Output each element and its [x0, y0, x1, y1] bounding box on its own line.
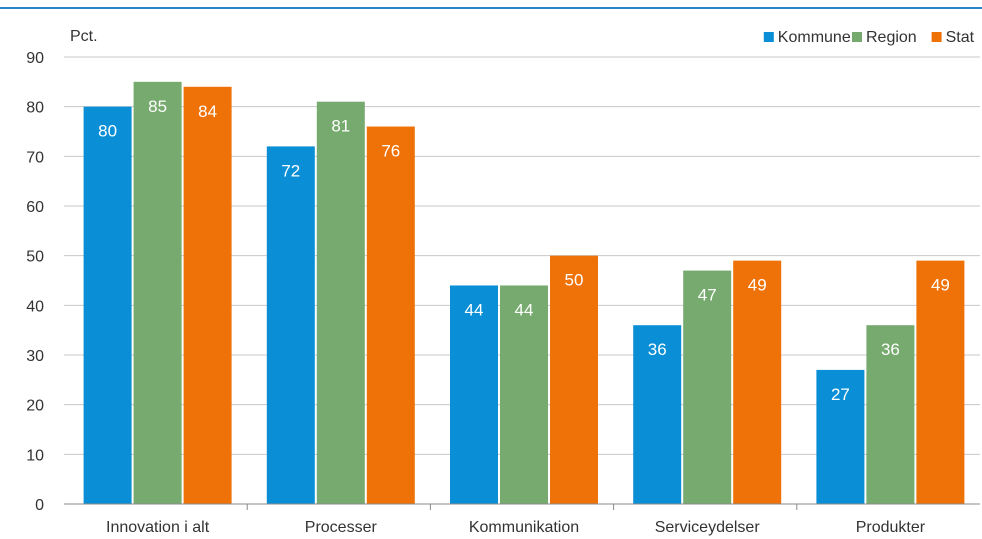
data-label: 72 — [281, 161, 300, 180]
legend-swatch-kommune — [763, 32, 774, 42]
data-label: 47 — [698, 286, 717, 305]
data-label: 36 — [881, 340, 900, 359]
data-label: 84 — [198, 102, 217, 121]
x-axis: Innovation i alt Processer Kommunikation Se… — [64, 503, 980, 536]
bar-region-1 — [316, 101, 365, 504]
y-tick-label: 90 — [26, 50, 44, 67]
bar-stat-1 — [366, 126, 415, 505]
bar-region-4 — [866, 325, 915, 504]
x-category-label: Serviceydelser — [655, 519, 761, 536]
bar-region-2 — [500, 285, 548, 504]
data-label: 85 — [148, 97, 167, 116]
bar-region-3 — [683, 270, 732, 504]
x-category-label: Innovation i alt — [106, 519, 210, 536]
y-axis: 0 10 20 30 40 50 60 70 80 90 — [26, 50, 44, 514]
y-tick-label: 0 — [35, 497, 44, 514]
bar-stat-3 — [733, 260, 782, 504]
data-label: 49 — [931, 276, 950, 295]
bar-kommune-4 — [816, 369, 865, 504]
data-label: 50 — [565, 271, 584, 290]
x-category-label: Produkter — [856, 519, 926, 536]
bar-stat-0 — [183, 86, 232, 505]
data-label: 36 — [648, 340, 667, 359]
bar-stat-2 — [550, 255, 598, 504]
y-unit-label: Pct. — [70, 28, 98, 45]
legend-swatch-region — [852, 32, 862, 42]
legend-swatch-stat — [931, 32, 942, 42]
data-label: 49 — [748, 276, 767, 295]
x-category-label: Kommunikation — [469, 519, 579, 536]
bar-kommune-3 — [633, 325, 682, 504]
y-tick-label: 50 — [26, 249, 44, 266]
y-tick-label: 70 — [26, 149, 44, 166]
bar-kommune-2 — [450, 285, 498, 504]
bar-stat-4 — [916, 260, 965, 504]
x-category-label: Processer — [305, 519, 378, 536]
data-label: 44 — [465, 300, 484, 319]
y-tick-label: 20 — [26, 398, 44, 415]
bar-region-0 — [133, 81, 182, 504]
legend: Kommune Region Stat — [763, 29, 975, 46]
y-tick-label: 60 — [26, 199, 44, 216]
legend-label-kommune: Kommune — [778, 29, 851, 46]
y-tick-label: 30 — [26, 348, 44, 365]
y-tick-label: 10 — [26, 447, 44, 464]
legend-label-region: Region — [866, 29, 917, 46]
bars — [83, 81, 965, 505]
data-label: 76 — [381, 142, 400, 161]
y-tick-label: 80 — [26, 100, 44, 117]
data-label: 27 — [831, 385, 850, 404]
data-label: 81 — [331, 117, 350, 136]
data-label: 44 — [515, 300, 534, 319]
bar-kommune-1 — [266, 146, 315, 504]
legend-label-stat: Stat — [946, 29, 975, 46]
data-labels: 80 85 84 72 81 76 44 44 50 36 47 49 27 36 49 — [98, 97, 950, 404]
bar-kommune-0 — [83, 106, 132, 505]
data-label: 80 — [98, 122, 117, 141]
y-tick-label: 40 — [26, 298, 44, 315]
